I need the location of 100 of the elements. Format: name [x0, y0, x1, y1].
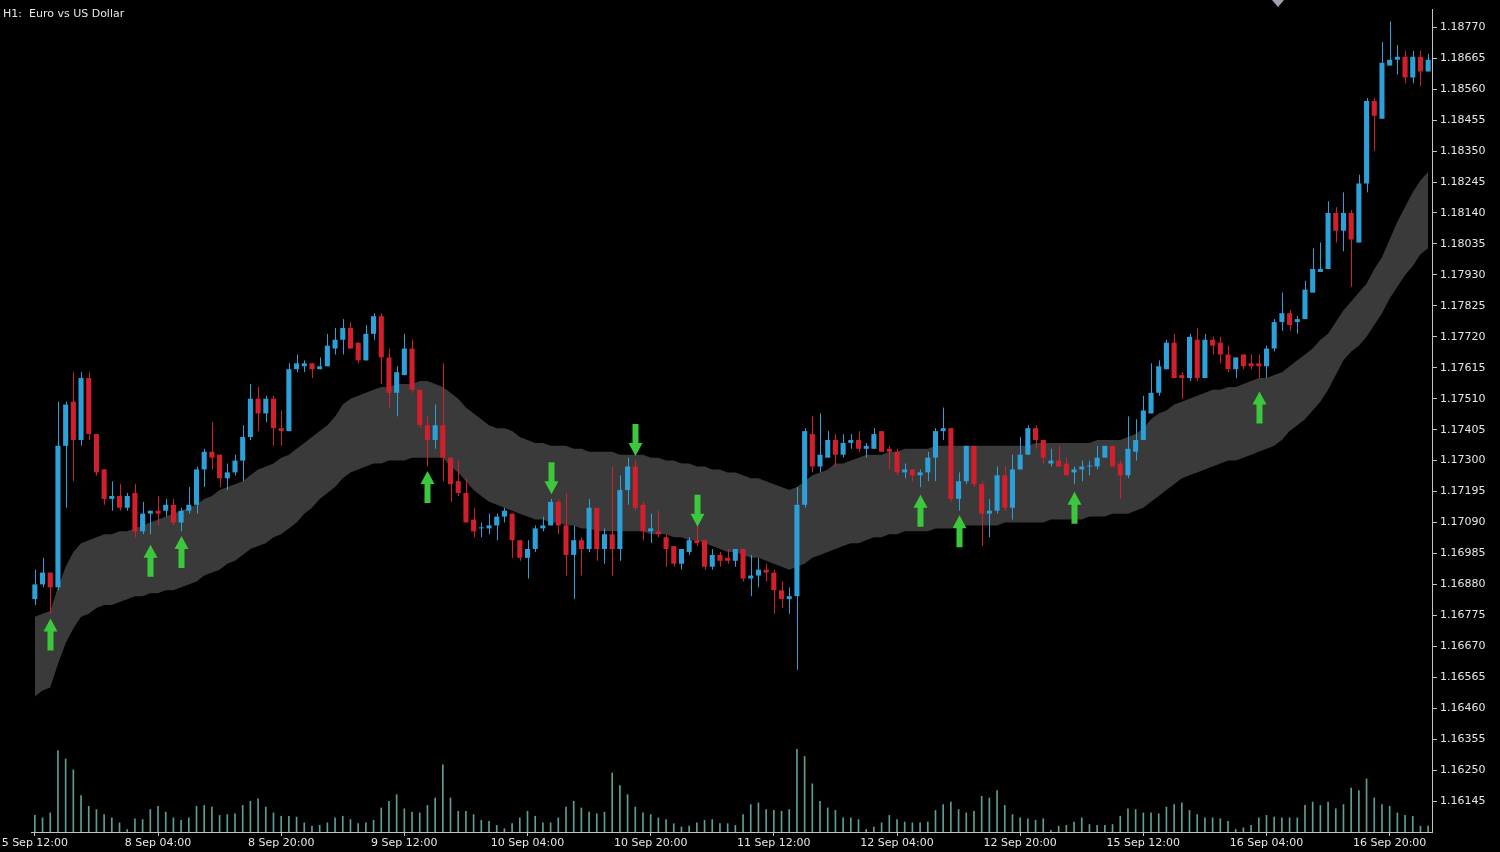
- y-tick-label: 1.16145: [1440, 793, 1486, 807]
- candlestick: [571, 524, 577, 600]
- y-tick-label: 1.17090: [1440, 515, 1486, 529]
- candlestick: [1233, 356, 1239, 379]
- candlestick: [940, 407, 946, 441]
- x-tick-label: 12 Sep 04:00: [860, 836, 934, 850]
- candlestick: [278, 409, 284, 447]
- candlestick: [663, 533, 669, 568]
- candlestick: [879, 430, 885, 453]
- candlestick: [224, 463, 230, 491]
- y-tick-label: 1.16880: [1440, 577, 1486, 591]
- candlestick: [1279, 292, 1285, 332]
- candlestick: [40, 557, 46, 588]
- y-tick-label: 1.18140: [1440, 205, 1486, 219]
- y-tick-label: 1.16565: [1440, 670, 1486, 684]
- candlestick: [47, 572, 53, 615]
- y-tick-label: 1.18770: [1440, 20, 1486, 34]
- candlestick: [1417, 50, 1423, 87]
- candlestick: [532, 524, 538, 553]
- y-tick-label: 1.16355: [1440, 732, 1486, 746]
- y-tick-label: 1.16775: [1440, 608, 1486, 622]
- y-tick-label: 1.16460: [1440, 701, 1486, 715]
- candlestick: [840, 433, 846, 459]
- candlestick: [578, 536, 584, 577]
- candlestick: [671, 545, 677, 568]
- candlestick: [170, 498, 176, 526]
- candlestick: [524, 539, 531, 579]
- y-tick-label: 1.18350: [1440, 143, 1486, 157]
- candlestick: [755, 557, 761, 588]
- y-tick-label: 1.18560: [1440, 82, 1486, 96]
- candlestick: [555, 498, 561, 535]
- x-tick-label: 15 Sep 12:00: [1106, 836, 1181, 850]
- candlestick: [186, 486, 192, 515]
- candlestick: [748, 554, 754, 597]
- candlestick: [886, 445, 892, 470]
- candlestick: [155, 495, 161, 526]
- candlestick: [894, 448, 900, 476]
- candlestick: [648, 513, 654, 544]
- candlestick: [109, 480, 115, 512]
- x-tick-label: 5 Sep 12:00: [1, 836, 69, 850]
- y-tick-label: 1.18455: [1440, 113, 1486, 126]
- candlestick: [825, 430, 831, 459]
- candlestick: [1148, 362, 1154, 414]
- candlestick: [1225, 345, 1231, 373]
- candlestick: [1340, 191, 1347, 252]
- candlestick: [1310, 247, 1316, 294]
- candlestick: [956, 471, 962, 512]
- candlestick: [1402, 50, 1408, 84]
- candlestick: [486, 513, 492, 535]
- candlestick: [371, 312, 377, 341]
- candlestick: [324, 333, 330, 367]
- candlestick: [1217, 336, 1223, 364]
- candlestick: [424, 415, 430, 467]
- y-tick-label: 1.16985: [1440, 546, 1486, 560]
- candlestick: [1394, 44, 1400, 75]
- candlestick: [1317, 241, 1323, 273]
- candlestick: [1033, 424, 1039, 450]
- x-tick-label: 8 Sep 20:00: [247, 836, 315, 850]
- candlestick: [116, 483, 123, 512]
- candlestick: [1179, 371, 1185, 400]
- y-tick-label: 1.18245: [1440, 174, 1486, 188]
- candlestick: [625, 457, 631, 506]
- candlestick: [771, 569, 777, 615]
- candlestick: [455, 460, 461, 497]
- candlestick: [1017, 436, 1023, 470]
- candlestick: [678, 548, 685, 571]
- y-tick-label: 1.16250: [1440, 762, 1486, 776]
- candlestick: [986, 498, 992, 538]
- x-tick-label: 16 Sep 04:00: [1229, 836, 1304, 850]
- x-tick-label: 10 Sep 04:00: [490, 836, 565, 850]
- candlestick: [478, 522, 484, 538]
- candlestick: [817, 412, 823, 473]
- candlestick: [1256, 353, 1262, 379]
- candlestick: [140, 501, 146, 535]
- candlestick: [709, 548, 715, 571]
- candlestick: [263, 395, 269, 423]
- y-tick-label: 1.17930: [1440, 267, 1486, 281]
- y-tick-label: 1.16670: [1440, 639, 1486, 653]
- y-tick-label: 1.18665: [1440, 51, 1486, 65]
- candlestick: [201, 448, 207, 488]
- candlestick: [925, 451, 931, 482]
- x-tick-label: 11 Sep 12:00: [737, 836, 811, 850]
- candlestick: [209, 421, 215, 470]
- candlestick: [832, 433, 838, 467]
- x-tick-label: 16 Sep 20:00: [1352, 836, 1427, 850]
- candlestick: [1333, 206, 1339, 243]
- candlestick: [1410, 50, 1416, 84]
- candlestick: [1117, 460, 1123, 500]
- candlestick: [232, 454, 238, 476]
- candlestick: [601, 527, 608, 565]
- candlestick: [340, 318, 346, 355]
- candlestick: [694, 524, 700, 547]
- candlestick: [609, 465, 615, 577]
- y-tick-label: 1.17510: [1440, 391, 1486, 405]
- x-tick-label: 12 Sep 20:00: [983, 836, 1057, 850]
- candlestick: [32, 569, 38, 606]
- candlestick: [347, 321, 353, 350]
- x-tick-label: 10 Sep 20:00: [613, 836, 688, 850]
- candlestick: [517, 539, 523, 562]
- y-tick-label: 1.17300: [1440, 453, 1486, 467]
